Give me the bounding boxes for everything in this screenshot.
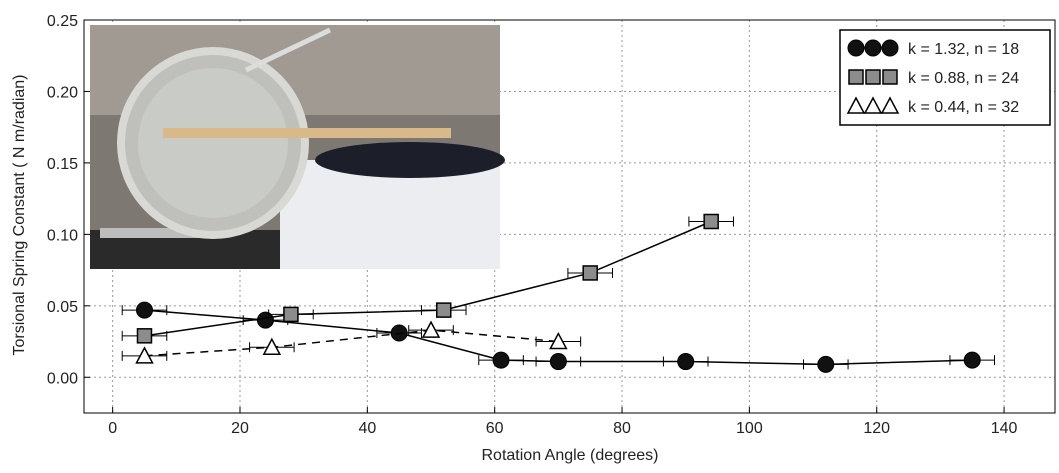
data-point	[549, 331, 568, 350]
data-point	[677, 353, 695, 371]
legend-label: k = 1.32, n = 18	[908, 41, 1019, 58]
data-point	[283, 306, 299, 323]
legend-marker	[846, 96, 866, 114]
legend-marker	[864, 39, 882, 57]
legend-label: k = 0.44, n = 32	[908, 99, 1019, 116]
legend-marker	[863, 96, 883, 114]
y-tick-label: 0.25	[47, 13, 78, 30]
data-point	[492, 351, 510, 369]
x-tick-label: 120	[863, 420, 890, 437]
plot-frame	[83, 19, 1056, 414]
data-point	[817, 355, 835, 373]
legend-marker	[847, 39, 865, 57]
x-tick-label: 20	[231, 420, 249, 437]
data-point	[549, 353, 567, 371]
legend-marker	[881, 39, 899, 57]
legend-marker	[848, 69, 864, 85]
data-point	[963, 351, 981, 369]
x-tick-label: 40	[358, 420, 376, 437]
data-point	[703, 213, 719, 230]
data-point	[135, 346, 154, 364]
x-tick-label: 140	[991, 420, 1018, 437]
legend-marker	[882, 69, 898, 85]
data-point	[136, 328, 153, 344]
y-tick-label: 0.05	[47, 299, 78, 316]
y-tick-label: 0.00	[47, 370, 78, 387]
data-point	[262, 337, 282, 356]
y-tick-label: 0.20	[47, 84, 78, 101]
legend-marker	[880, 96, 900, 114]
legend-label: k = 0.88, n = 24	[908, 70, 1019, 87]
x-tick-label: 0	[108, 420, 117, 437]
data-point	[435, 302, 452, 318]
legend-marker	[865, 69, 881, 85]
x-tick-label: 60	[486, 420, 504, 437]
y-tick-label: 0.10	[47, 227, 78, 244]
y-axis-label: Torsional Spring Constant ( N m/radian)	[11, 74, 28, 355]
data-point	[135, 301, 153, 319]
data-point	[256, 311, 274, 329]
data-point	[582, 265, 598, 281]
series-line	[144, 329, 559, 357]
inset-photo	[90, 25, 505, 269]
x-axis-label: Rotation Angle (degrees)	[482, 447, 659, 464]
x-tick-label: 80	[613, 420, 631, 437]
data-point	[421, 320, 441, 338]
x-tick-label: 100	[736, 420, 763, 437]
y-tick-label: 0.15	[47, 156, 78, 173]
